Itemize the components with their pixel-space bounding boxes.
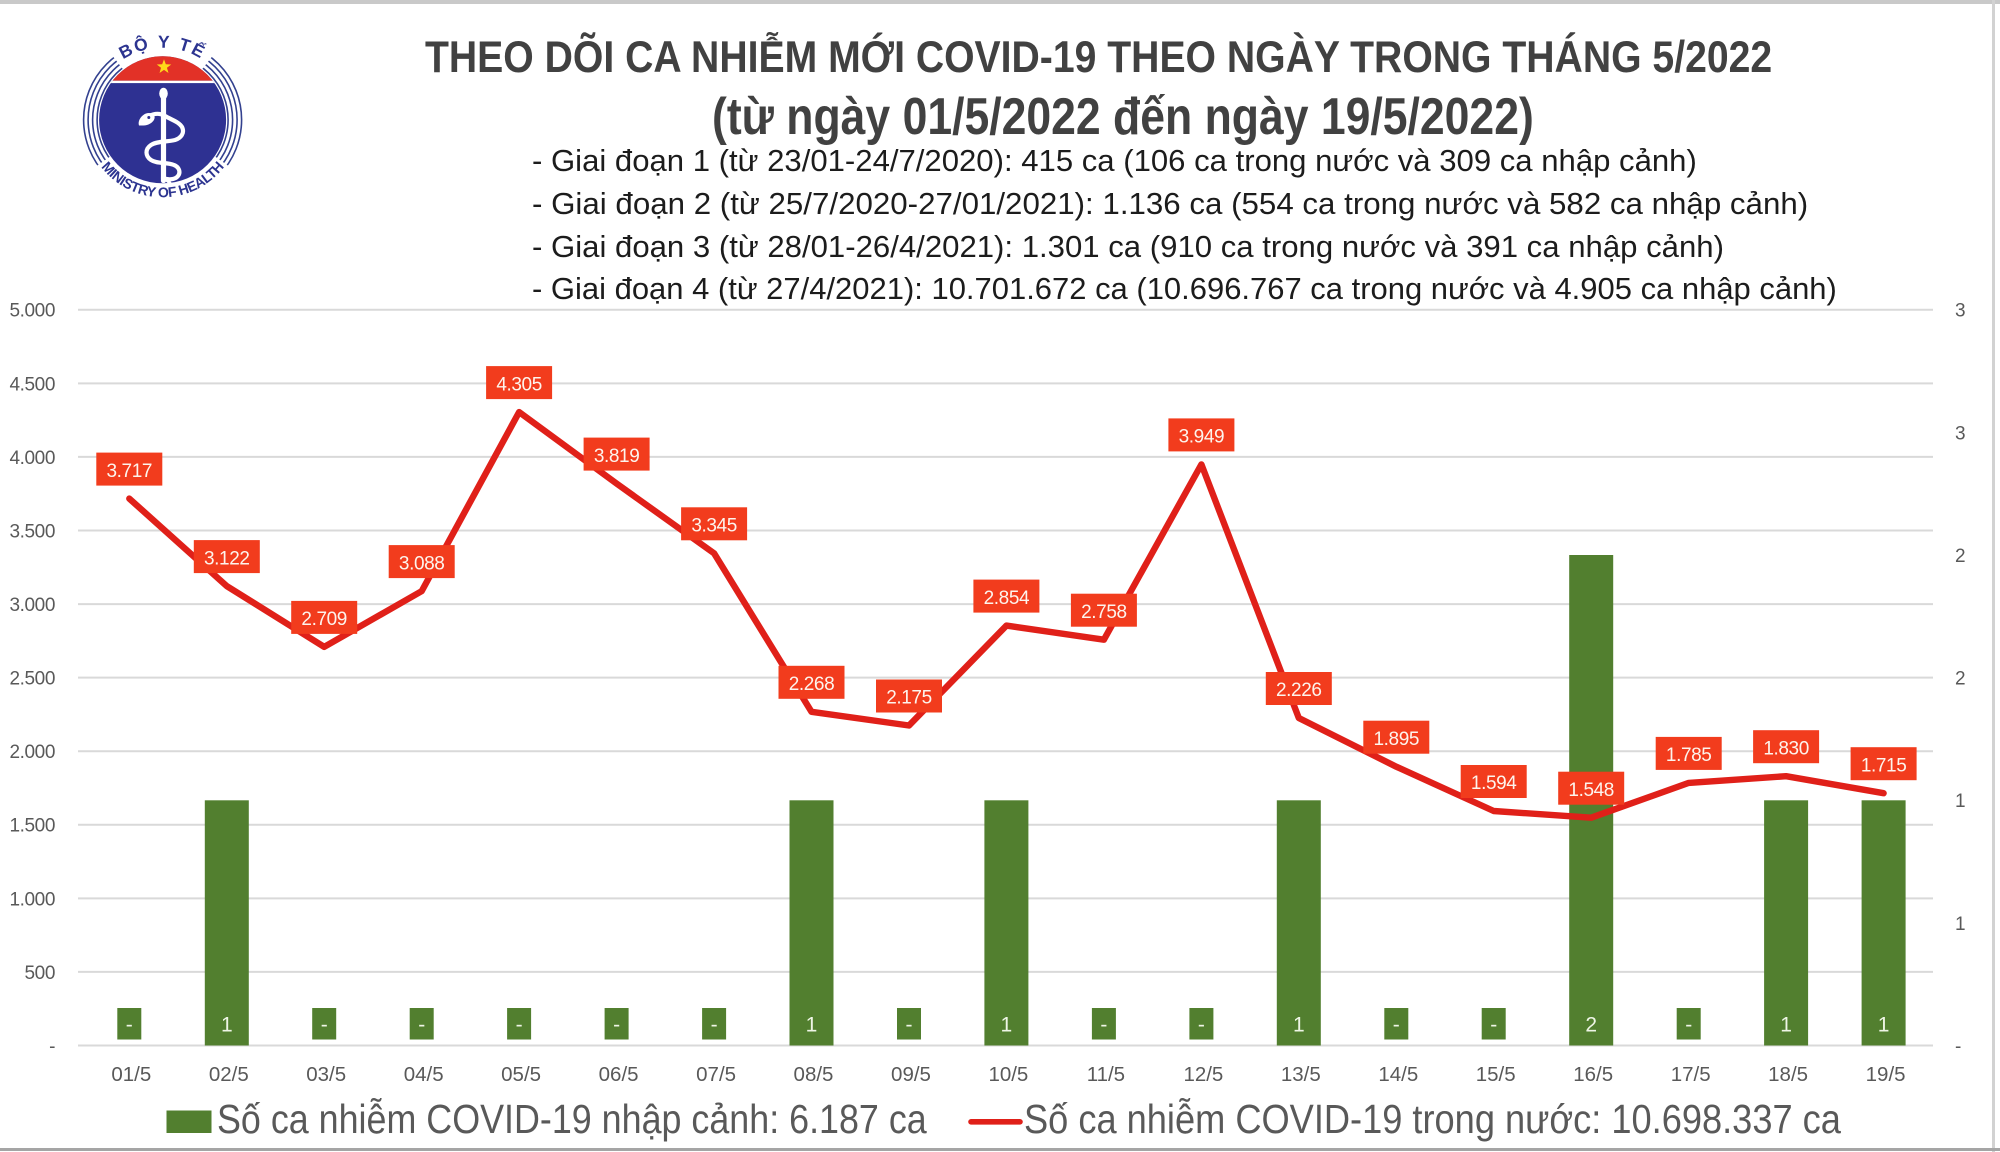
svg-text:17/5: 17/5 xyxy=(1671,1063,1711,1086)
svg-text:-: - xyxy=(516,1013,523,1036)
svg-text:-: - xyxy=(418,1013,425,1036)
svg-text:18/5: 18/5 xyxy=(1768,1063,1808,1086)
svg-text:2: 2 xyxy=(1585,1013,1597,1036)
svg-text:-: - xyxy=(906,1013,913,1036)
svg-text:2.709: 2.709 xyxy=(301,609,347,630)
svg-text:3.949: 3.949 xyxy=(1179,427,1225,448)
svg-text:4.000: 4.000 xyxy=(9,448,55,469)
svg-text:15/5: 15/5 xyxy=(1476,1063,1516,1086)
svg-text:2.854: 2.854 xyxy=(984,588,1030,609)
svg-text:2.500: 2.500 xyxy=(9,669,55,690)
svg-text:3: 3 xyxy=(1955,301,1966,322)
svg-text:-: - xyxy=(49,1036,55,1057)
svg-text:2.175: 2.175 xyxy=(886,688,932,709)
svg-text:3.717: 3.717 xyxy=(107,461,153,482)
svg-text:-: - xyxy=(126,1013,133,1036)
svg-text:14/5: 14/5 xyxy=(1378,1063,1418,1086)
svg-text:3.500: 3.500 xyxy=(9,521,55,542)
svg-text:3.088: 3.088 xyxy=(399,553,445,574)
svg-text:1.830: 1.830 xyxy=(1763,738,1809,759)
svg-text:1: 1 xyxy=(1955,791,1966,812)
svg-text:-: - xyxy=(1685,1013,1692,1036)
svg-text:05/5: 05/5 xyxy=(501,1063,541,1086)
svg-text:1.895: 1.895 xyxy=(1374,729,1420,750)
svg-text:5.000: 5.000 xyxy=(9,301,55,322)
svg-text:01/5: 01/5 xyxy=(111,1063,151,1086)
svg-text:1: 1 xyxy=(1001,1013,1013,1036)
svg-text:09/5: 09/5 xyxy=(891,1063,931,1086)
svg-text:2.268: 2.268 xyxy=(789,674,835,695)
svg-text:-: - xyxy=(1955,1036,1961,1057)
svg-text:08/5: 08/5 xyxy=(794,1063,834,1086)
svg-text:2: 2 xyxy=(1955,546,1966,567)
svg-text:-: - xyxy=(1198,1013,1205,1036)
svg-text:13/5: 13/5 xyxy=(1281,1063,1321,1086)
svg-text:07/5: 07/5 xyxy=(696,1063,736,1086)
svg-text:3.000: 3.000 xyxy=(9,595,55,616)
svg-text:1: 1 xyxy=(1293,1013,1305,1036)
svg-text:1: 1 xyxy=(1878,1013,1890,1036)
svg-text:1.594: 1.594 xyxy=(1471,773,1517,794)
svg-text:1.715: 1.715 xyxy=(1861,755,1907,776)
svg-text:-: - xyxy=(321,1013,328,1036)
svg-text:3.345: 3.345 xyxy=(691,516,737,537)
svg-text:500: 500 xyxy=(24,963,55,984)
svg-text:1: 1 xyxy=(1780,1013,1792,1036)
svg-text:12/5: 12/5 xyxy=(1183,1063,1223,1086)
svg-text:1.500: 1.500 xyxy=(9,816,55,837)
svg-text:-: - xyxy=(1100,1013,1107,1036)
svg-text:16/5: 16/5 xyxy=(1573,1063,1613,1086)
svg-text:-: - xyxy=(1490,1013,1497,1036)
svg-text:2.226: 2.226 xyxy=(1276,680,1322,701)
svg-text:4.500: 4.500 xyxy=(9,374,55,395)
svg-text:04/5: 04/5 xyxy=(404,1063,444,1086)
svg-text:3.819: 3.819 xyxy=(594,446,640,467)
svg-text:1.785: 1.785 xyxy=(1666,745,1712,766)
svg-text:-: - xyxy=(613,1013,620,1036)
svg-text:1: 1 xyxy=(806,1013,818,1036)
svg-text:02/5: 02/5 xyxy=(209,1063,249,1086)
svg-text:2.000: 2.000 xyxy=(9,742,55,763)
svg-text:2: 2 xyxy=(1955,669,1966,690)
svg-text:-: - xyxy=(1393,1013,1400,1036)
svg-text:06/5: 06/5 xyxy=(599,1063,639,1086)
svg-text:11/5: 11/5 xyxy=(1087,1063,1125,1086)
svg-text:19/5: 19/5 xyxy=(1866,1063,1906,1086)
svg-text:-: - xyxy=(711,1013,718,1036)
svg-text:1.548: 1.548 xyxy=(1568,780,1614,801)
svg-text:10/5: 10/5 xyxy=(988,1063,1028,1086)
svg-text:4.305: 4.305 xyxy=(496,374,542,395)
svg-text:3.122: 3.122 xyxy=(204,548,250,569)
svg-text:2.758: 2.758 xyxy=(1081,602,1127,623)
svg-text:1.000: 1.000 xyxy=(9,889,55,910)
svg-text:03/5: 03/5 xyxy=(306,1063,346,1086)
svg-text:3: 3 xyxy=(1955,423,1966,444)
svg-text:1: 1 xyxy=(1955,914,1966,935)
svg-text:1: 1 xyxy=(221,1013,233,1036)
